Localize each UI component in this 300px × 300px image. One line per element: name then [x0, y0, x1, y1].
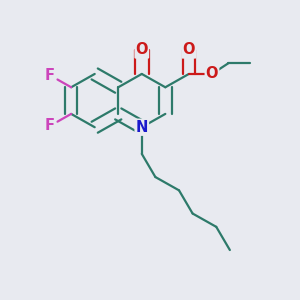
Text: F: F — [45, 68, 55, 83]
Text: O: O — [136, 43, 148, 58]
Text: N: N — [136, 120, 148, 135]
Text: O: O — [183, 43, 195, 58]
Text: F: F — [45, 118, 55, 134]
Text: O: O — [206, 66, 218, 81]
